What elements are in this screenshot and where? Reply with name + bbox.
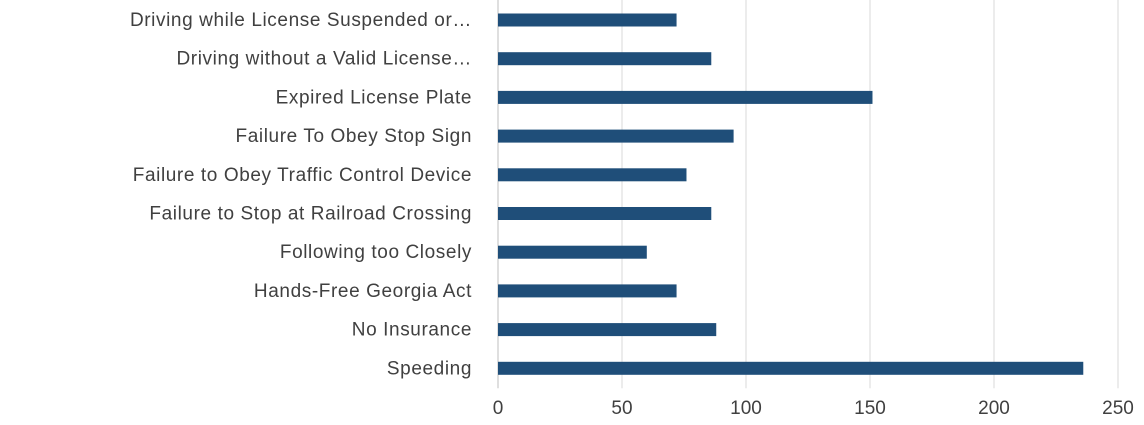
x-tick-labels: 0 50 100 150 200 250: [493, 398, 1134, 419]
bar: [498, 91, 872, 104]
category-label: Hands-Free Georgia Act: [254, 281, 472, 302]
bar: [498, 323, 716, 336]
bar: [498, 14, 677, 27]
x-tick-label: 0: [493, 398, 504, 419]
x-tick-label: 250: [1102, 398, 1134, 419]
category-label: Failure to Stop at Railroad Crossing: [149, 204, 472, 225]
x-tick-label: 100: [730, 398, 762, 419]
bar: [498, 284, 677, 297]
category-label: Following too Closely: [280, 242, 472, 263]
category-label: Driving while License Suspended or…: [130, 10, 472, 31]
x-tick-label: 50: [611, 398, 632, 419]
category-label: Failure To Obey Stop Sign: [236, 126, 472, 147]
category-label: Expired License Plate: [276, 87, 472, 108]
bar: [498, 207, 711, 220]
category-label: Failure to Obey Traffic Control Device: [133, 165, 472, 186]
bar: [498, 130, 734, 143]
category-label: No Insurance: [352, 320, 472, 341]
category-labels: Driving while License Suspended or… Drivi…: [130, 10, 472, 379]
x-tick-label: 150: [854, 398, 886, 419]
bar: [498, 168, 686, 181]
bar: [498, 246, 647, 259]
bar: [498, 52, 711, 65]
category-label: Driving without a Valid License…: [176, 49, 472, 70]
bar: [498, 362, 1083, 375]
category-label: Speeding: [387, 358, 472, 379]
bars: [498, 14, 1083, 375]
x-tick-label: 200: [978, 398, 1010, 419]
